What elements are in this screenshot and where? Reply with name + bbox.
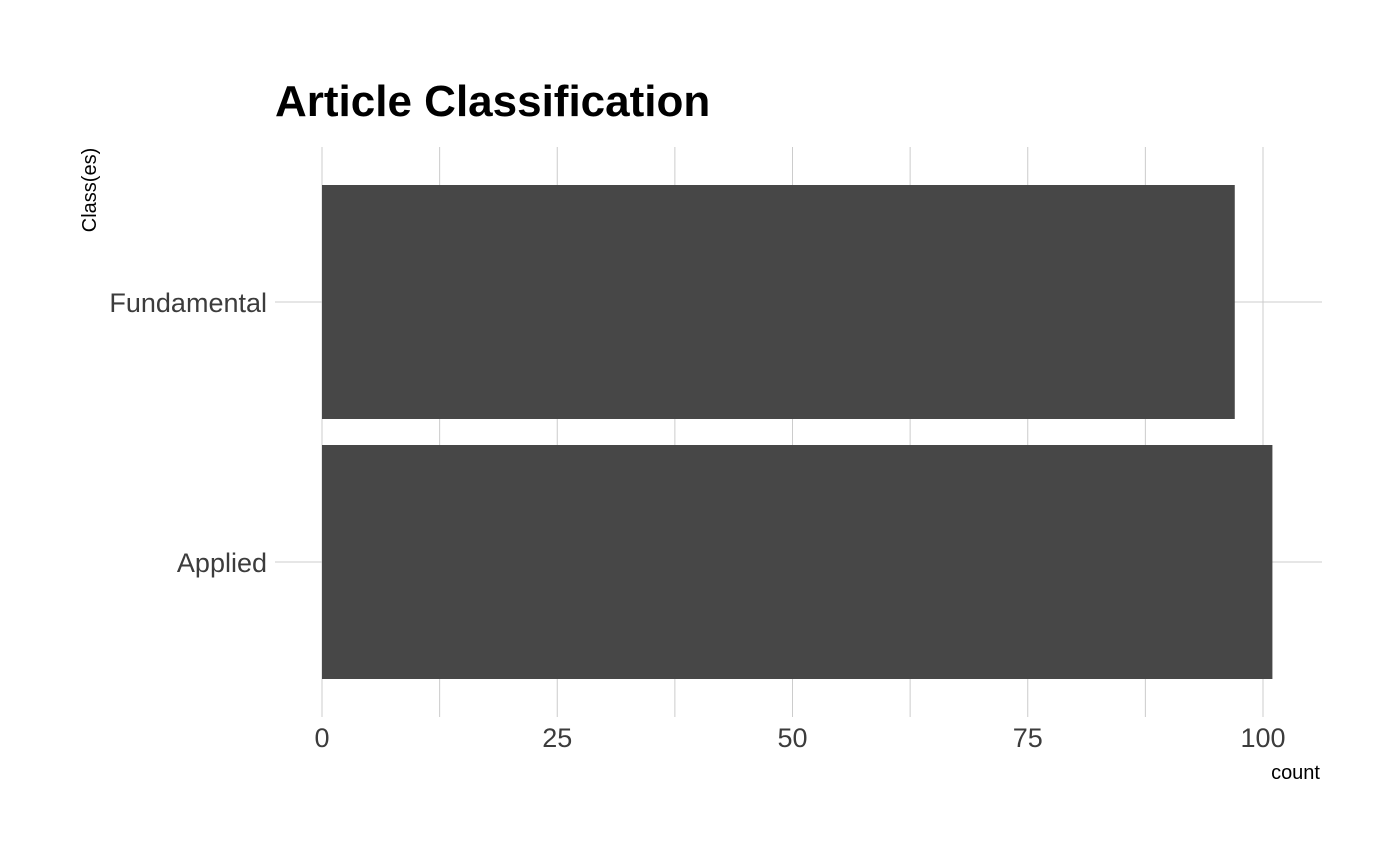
x-tick-label: 100 bbox=[1240, 723, 1285, 753]
x-tick-label: 25 bbox=[542, 723, 572, 753]
chart-title: Article Classification bbox=[275, 77, 710, 126]
x-tick-label: 75 bbox=[1013, 723, 1043, 753]
bar-applied bbox=[322, 445, 1273, 679]
x-tick-label: 0 bbox=[314, 723, 329, 753]
y-tick-label: Applied bbox=[177, 548, 267, 578]
x-tick-label: 50 bbox=[777, 723, 807, 753]
tick-labels: Fundamental Applied 0 25 50 75 100 bbox=[109, 288, 1285, 753]
bar-fundamental bbox=[322, 185, 1235, 419]
bars bbox=[322, 185, 1273, 679]
x-axis-label: count bbox=[1271, 762, 1320, 784]
y-axis-label: Class(es) bbox=[79, 148, 101, 232]
y-tick-label: Fundamental bbox=[109, 288, 267, 318]
